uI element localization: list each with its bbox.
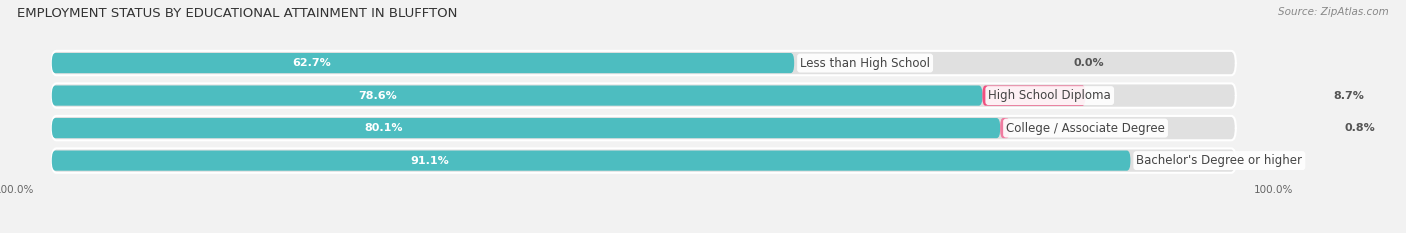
FancyBboxPatch shape bbox=[52, 53, 794, 73]
Text: 100.0%: 100.0% bbox=[0, 185, 34, 195]
FancyBboxPatch shape bbox=[52, 118, 1000, 138]
FancyBboxPatch shape bbox=[52, 83, 1236, 108]
Text: High School Diploma: High School Diploma bbox=[988, 89, 1111, 102]
Text: 8.7%: 8.7% bbox=[1333, 91, 1364, 101]
FancyBboxPatch shape bbox=[52, 151, 1130, 171]
FancyBboxPatch shape bbox=[52, 148, 1236, 173]
Text: 91.1%: 91.1% bbox=[411, 156, 449, 166]
Text: 62.7%: 62.7% bbox=[292, 58, 330, 68]
Text: 78.6%: 78.6% bbox=[359, 91, 396, 101]
FancyBboxPatch shape bbox=[52, 51, 1236, 75]
FancyBboxPatch shape bbox=[52, 116, 1236, 140]
Text: 0.0%: 0.0% bbox=[1073, 58, 1104, 68]
Text: 100.0%: 100.0% bbox=[1254, 185, 1294, 195]
Text: Bachelor's Degree or higher: Bachelor's Degree or higher bbox=[1136, 154, 1302, 167]
FancyBboxPatch shape bbox=[52, 86, 983, 106]
Text: Less than High School: Less than High School bbox=[800, 57, 931, 70]
Text: College / Associate Degree: College / Associate Degree bbox=[1007, 122, 1166, 135]
FancyBboxPatch shape bbox=[1000, 118, 1010, 138]
Text: 0.8%: 0.8% bbox=[1344, 123, 1375, 133]
Text: EMPLOYMENT STATUS BY EDUCATIONAL ATTAINMENT IN BLUFFTON: EMPLOYMENT STATUS BY EDUCATIONAL ATTAINM… bbox=[17, 7, 457, 20]
FancyBboxPatch shape bbox=[983, 86, 1085, 106]
Text: Source: ZipAtlas.com: Source: ZipAtlas.com bbox=[1278, 7, 1389, 17]
Text: 80.1%: 80.1% bbox=[364, 123, 404, 133]
